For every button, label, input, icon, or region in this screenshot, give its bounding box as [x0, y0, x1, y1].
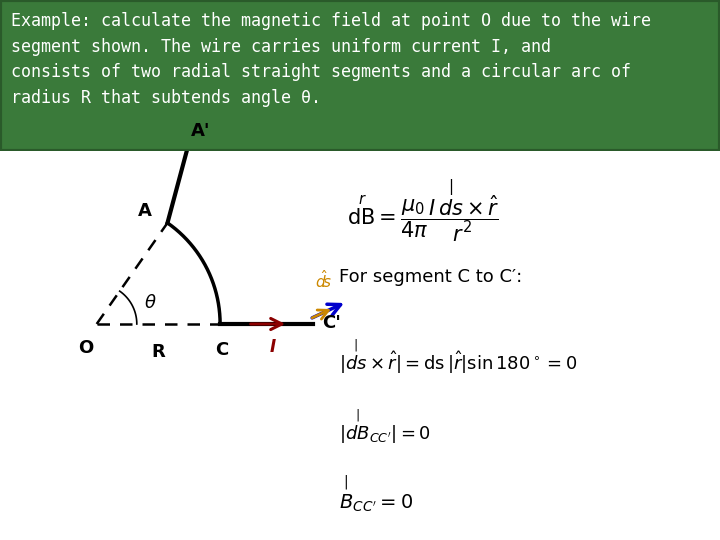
Text: $|\overset{|}{dB}_{CC^{\prime}}|= 0$: $|\overset{|}{dB}_{CC^{\prime}}|= 0$: [339, 408, 431, 446]
Text: $\overset{|}{B}_{CC^{\prime}} = 0$: $\overset{|}{B}_{CC^{\prime}} = 0$: [339, 474, 413, 514]
Text: A': A': [192, 123, 211, 140]
Text: Example: calculate the magnetic field at point O due to the wire
segment shown. : Example: calculate the magnetic field at…: [11, 12, 651, 107]
Text: $\overset{r}{\mathrm{dB}} = \dfrac{\mu_0}{4\pi}\dfrac{I\,\overset{|}{ds}\times\h: $\overset{r}{\mathrm{dB}} = \dfrac{\mu_0…: [347, 178, 500, 246]
Text: $\theta$: $\theta$: [144, 294, 157, 312]
Text: $\hat{d\!s}$: $\hat{d\!s}$: [315, 269, 332, 291]
Text: A: A: [138, 202, 152, 220]
Text: C: C: [215, 341, 228, 359]
Text: C': C': [322, 314, 341, 332]
Text: I: I: [269, 338, 276, 355]
Text: $|\overset{|}{ds}\times\hat{r}|= \mathrm{ds}\,|\hat{r}|\sin 180^\circ = 0$: $|\overset{|}{ds}\times\hat{r}|= \mathrm…: [339, 338, 577, 376]
Text: R: R: [151, 342, 166, 361]
Text: For segment C to C′:: For segment C to C′:: [339, 268, 522, 286]
Text: O: O: [78, 340, 93, 357]
